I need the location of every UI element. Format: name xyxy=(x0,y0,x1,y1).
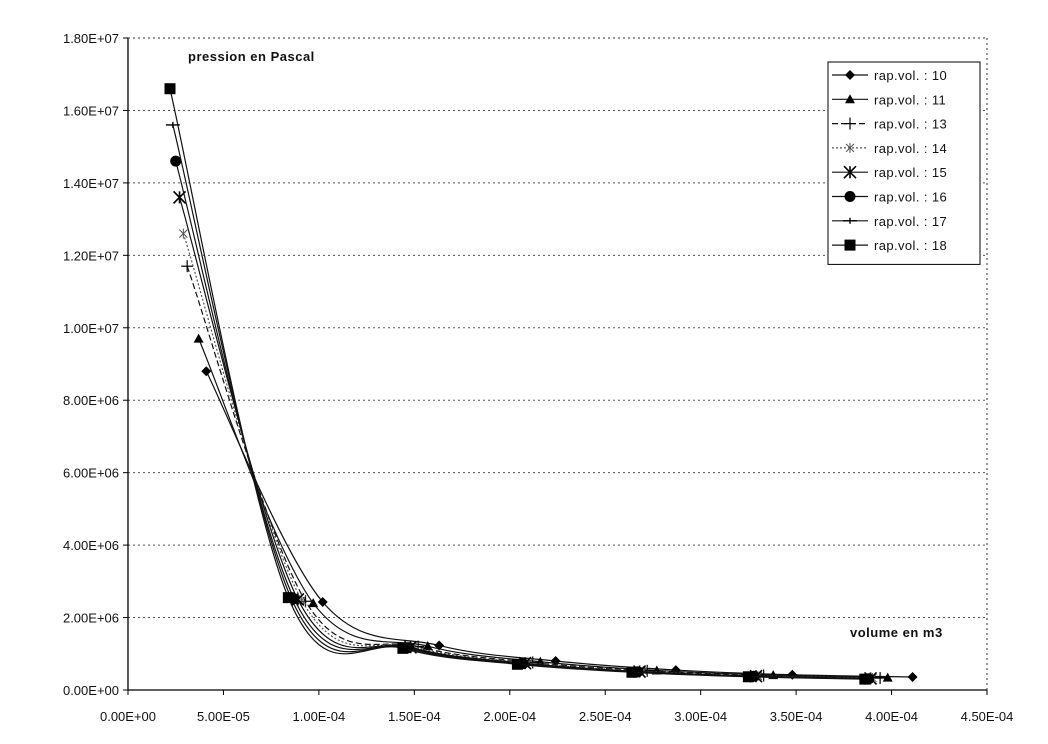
y-tick-label: 1.40E+07 xyxy=(63,176,119,191)
series-line xyxy=(178,197,871,680)
series-2 xyxy=(193,333,893,682)
series-line xyxy=(169,88,865,680)
legend-marker xyxy=(843,217,857,224)
data-point xyxy=(181,260,194,273)
legend-marker xyxy=(844,117,856,130)
legend-entry: rap.vol. : 13 xyxy=(874,117,947,132)
y-tick-label: 0.00E+00 xyxy=(63,683,119,698)
data-point xyxy=(397,642,409,654)
legend-marker xyxy=(844,239,856,251)
data-point xyxy=(882,672,893,682)
legend-marker xyxy=(845,94,855,104)
x-tick-label: 3.50E-04 xyxy=(770,709,823,724)
y-axis-annotation: pression en Pascal xyxy=(188,49,315,64)
y-tick-label: 1.80E+07 xyxy=(63,31,119,46)
data-point xyxy=(193,333,204,343)
legend-marker xyxy=(845,142,855,153)
x-tick-label: 1.50E-04 xyxy=(388,709,441,724)
data-point xyxy=(164,83,176,95)
legend-entry: rap.vol. : 10 xyxy=(874,68,947,83)
data-point xyxy=(742,671,754,683)
data-point xyxy=(859,673,871,685)
x-tick-labels: 0.00E+00 5.00E-05 1.00E-04 1.50E-04 2.00E-04… xyxy=(100,709,1013,724)
series-6 xyxy=(170,155,875,685)
data-point xyxy=(308,598,319,608)
x-axis-annotation: volume en m3 xyxy=(850,625,943,640)
y-tick-label: 8.00E+06 xyxy=(63,393,119,408)
legend-entry: rap.vol. : 11 xyxy=(874,92,946,107)
legend-marker xyxy=(845,70,855,80)
data-point xyxy=(282,592,294,604)
series-group xyxy=(164,83,918,685)
x-tick-label: 2.50E-04 xyxy=(579,709,632,724)
y-tick-label: 6.00E+06 xyxy=(63,466,119,481)
legend-box xyxy=(827,61,981,265)
series-line xyxy=(172,124,867,680)
data-point xyxy=(907,671,918,682)
series-line xyxy=(205,370,913,678)
data-point xyxy=(511,658,523,670)
series-3 xyxy=(181,260,887,685)
data-point xyxy=(626,666,638,678)
series-line xyxy=(182,233,873,679)
series-5 xyxy=(172,190,878,685)
legend-marker xyxy=(843,165,857,179)
x-tick-label: 1.00E-04 xyxy=(293,709,346,724)
legend-entry: rap.vol. : 17 xyxy=(874,214,947,229)
series-7 xyxy=(165,121,874,682)
series-4 xyxy=(179,228,877,684)
y-tick-label: 1.20E+07 xyxy=(63,248,119,263)
legend-entry: rap.vol. : 18 xyxy=(874,238,947,253)
data-point xyxy=(179,228,188,239)
legend-entry: rap.vol. : 15 xyxy=(874,165,947,180)
x-tick-label: 5.00E-05 xyxy=(197,709,250,724)
series-line xyxy=(175,160,869,680)
y-tick-labels: 0.00E+00 2.00E+06 4.00E+06 6.00E+06 8.00E+06… xyxy=(63,31,119,698)
data-point xyxy=(874,672,887,685)
data-point xyxy=(422,641,433,651)
y-tick-label: 1.60E+07 xyxy=(63,103,119,118)
legend: rap.vol. : 10 rap.vol. : 11 rap.vol. : 13 r… xyxy=(827,61,981,265)
x-tick-label: 0.00E+00 xyxy=(100,709,156,724)
legend-entry: rap.vol. : 14 xyxy=(874,141,947,156)
legend-entry: rap.vol. : 16 xyxy=(874,190,947,205)
x-tick-label: 4.00E-04 xyxy=(865,709,918,724)
data-point xyxy=(317,596,328,607)
x-tick-label: 2.00E-04 xyxy=(483,709,536,724)
axes xyxy=(123,37,988,695)
y-tick-label: 4.00E+06 xyxy=(63,538,119,553)
x-tick-label: 4.50E-04 xyxy=(961,709,1014,724)
y-tick-label: 2.00E+06 xyxy=(63,611,119,626)
data-point xyxy=(170,155,182,167)
legend-marker xyxy=(844,191,856,202)
data-point xyxy=(201,366,212,377)
series-8 xyxy=(164,83,871,685)
series-line xyxy=(198,338,888,679)
x-tick-label: 3.00E-04 xyxy=(674,709,727,724)
series-line xyxy=(186,266,881,679)
y-tick-label: 1.00E+07 xyxy=(63,321,119,336)
